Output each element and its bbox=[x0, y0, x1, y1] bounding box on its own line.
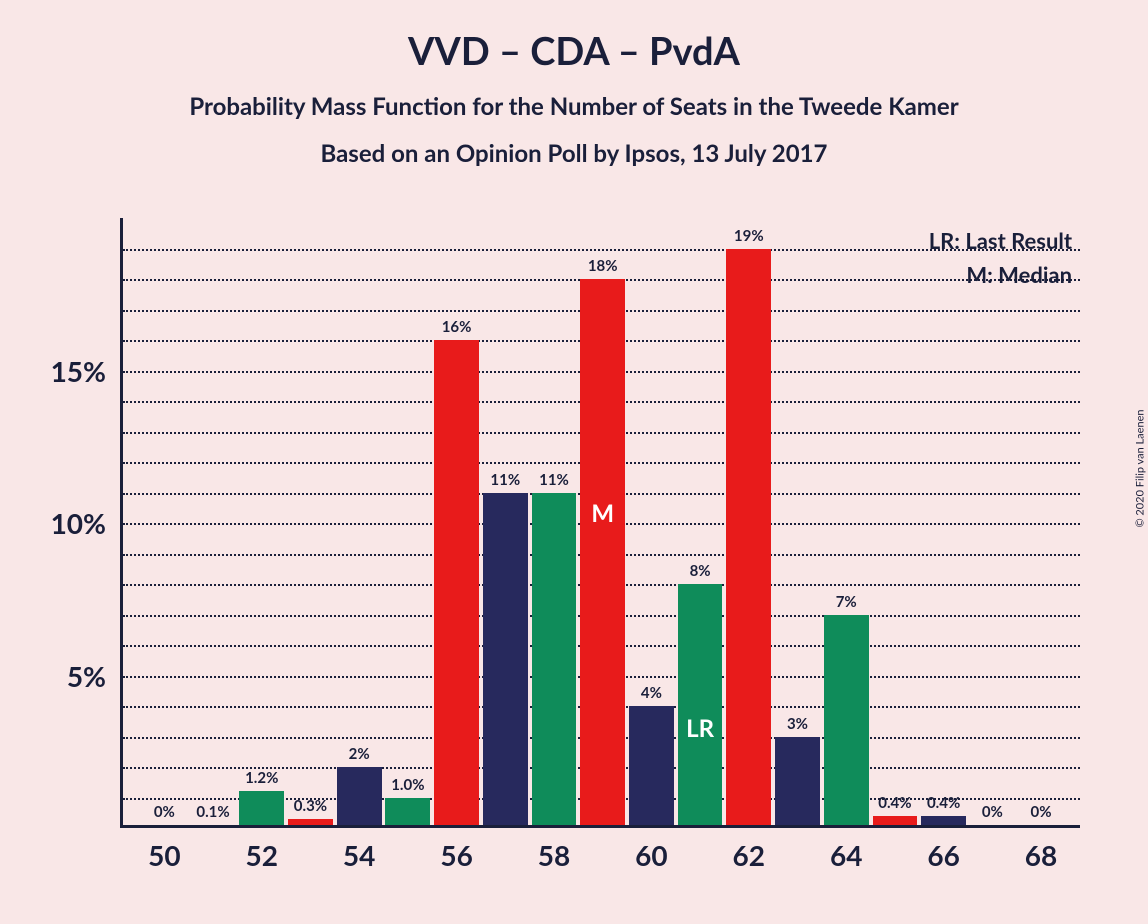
chart-titles: VVD – CDA – PvdA Probability Mass Functi… bbox=[0, 0, 1148, 168]
bar: 19% bbox=[726, 249, 771, 826]
bar-value-label: 18% bbox=[588, 257, 618, 275]
x-axis-line bbox=[120, 825, 1080, 828]
bar-value-label: 1.2% bbox=[245, 769, 278, 787]
bar: 1.0% bbox=[385, 798, 430, 826]
title-subtitle-2: Based on an Opinion Poll by Ipsos, 13 Ju… bbox=[0, 121, 1148, 168]
bar: 11% bbox=[483, 493, 528, 826]
bar-marker-label: M bbox=[591, 499, 614, 528]
bar: 7% bbox=[824, 615, 869, 826]
bar: 11% bbox=[532, 493, 577, 826]
title-main: VVD – CDA – PvdA bbox=[0, 0, 1148, 74]
x-tick-label: 68 bbox=[1025, 838, 1057, 872]
x-tick-label: 54 bbox=[343, 838, 375, 872]
x-tick-label: 62 bbox=[733, 838, 765, 872]
y-tick-label: 10% bbox=[51, 506, 106, 540]
chart-legend: LR: Last Result M: Median bbox=[929, 224, 1072, 292]
title-subtitle-1: Probability Mass Function for the Number… bbox=[0, 74, 1148, 121]
bar-value-label: 0% bbox=[154, 803, 175, 821]
bar: 0.3% bbox=[288, 819, 333, 825]
x-tick-label: 50 bbox=[148, 838, 180, 872]
x-tick-label: 60 bbox=[635, 838, 667, 872]
y-tick-label: 15% bbox=[51, 354, 106, 388]
bar-value-label: 0% bbox=[982, 803, 1003, 821]
bar: 0.4% bbox=[921, 816, 966, 825]
gridline bbox=[123, 249, 1080, 251]
bar-value-label: 0% bbox=[1031, 803, 1052, 821]
bar-value-label: 1.0% bbox=[391, 776, 424, 794]
bar: 4% bbox=[629, 706, 674, 825]
x-tick-label: 56 bbox=[440, 838, 472, 872]
bar-value-label: 0.3% bbox=[294, 797, 327, 815]
bar-value-label: 19% bbox=[734, 227, 764, 245]
bar: 3% bbox=[775, 737, 820, 826]
legend-lr: LR: Last Result bbox=[929, 224, 1072, 258]
bar: 16% bbox=[434, 340, 479, 825]
x-tick-label: 64 bbox=[830, 838, 862, 872]
x-tick-label: 66 bbox=[927, 838, 959, 872]
x-tick-label: 58 bbox=[538, 838, 570, 872]
bar-value-label: 0.4% bbox=[927, 794, 960, 812]
bar-value-label: 0.4% bbox=[878, 794, 911, 812]
bar-value-label: 4% bbox=[641, 684, 662, 702]
bar: 1.2% bbox=[239, 791, 284, 825]
bar-value-label: 7% bbox=[836, 593, 857, 611]
bar-marker-label: LR bbox=[686, 714, 714, 743]
bar: 2% bbox=[337, 767, 382, 825]
legend-m: M: Median bbox=[929, 258, 1072, 292]
y-tick-label: 5% bbox=[67, 659, 106, 693]
copyright-text: © 2020 Filip van Laenen bbox=[1134, 409, 1147, 527]
bar-value-label: 8% bbox=[690, 562, 711, 580]
bar-value-label: 11% bbox=[539, 471, 569, 489]
bar-value-label: 0.1% bbox=[196, 803, 229, 821]
bar: 0.4% bbox=[873, 816, 918, 825]
bar-value-label: 3% bbox=[787, 715, 808, 733]
x-tick-label: 52 bbox=[246, 838, 278, 872]
bar: 8%LR bbox=[678, 584, 723, 825]
bar: 18%M bbox=[580, 279, 625, 825]
bar-value-label: 2% bbox=[349, 745, 370, 763]
bar-value-label: 16% bbox=[442, 318, 472, 336]
bar-value-label: 11% bbox=[490, 471, 520, 489]
chart-plot-area: LR: Last Result M: Median 5%10%15%505254… bbox=[120, 218, 1080, 828]
